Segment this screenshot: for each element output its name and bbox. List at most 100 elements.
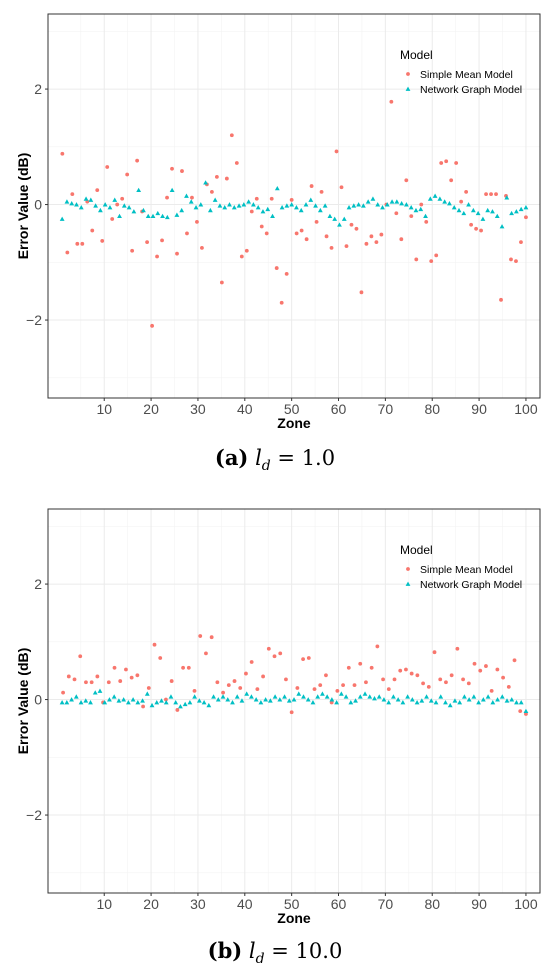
simple-mean-point [346,665,351,670]
network-graph-point [466,697,472,702]
caption-b-subscript: d [255,951,265,967]
simple-mean-point [514,259,518,264]
simple-mean-point [226,683,231,688]
caption-b-value: = 10.0 [264,939,343,963]
simple-mean-point [364,241,369,246]
network-graph-point [131,209,137,214]
simple-mean-point [364,680,368,685]
legend-swatch-simple-mean [406,567,410,571]
simple-mean-point [200,245,204,250]
network-graph-point [513,209,519,214]
network-graph-point [111,694,117,699]
network-graph-point [198,202,204,207]
x-tick-label: 70 [378,896,394,912]
simple-mean-point [512,658,517,663]
x-tick-label: 100 [514,896,538,912]
network-graph-point [499,694,505,699]
network-graph-point [291,697,297,702]
simple-mean-point [61,690,65,695]
network-graph-point [408,205,414,210]
network-graph-point [315,694,321,699]
network-graph-point [83,698,89,703]
network-graph-point [270,213,275,219]
simple-mean-point [455,646,460,651]
network-graph-point [351,203,357,208]
simple-mean-point [369,234,374,239]
network-graph-point [184,193,189,198]
simple-mean-point [229,133,234,138]
simple-mean-point [234,161,239,165]
network-graph-point [294,205,299,210]
simple-mean-point [145,240,149,244]
network-graph-point [332,216,338,221]
x-tick-label: 10 [96,896,112,912]
simple-mean-point [124,667,128,672]
simple-mean-point [165,195,169,200]
caption-a: (a) ld = 1.0 [0,445,550,474]
simple-mean-point [125,172,130,177]
simple-mean-point [232,679,237,683]
simple-mean-point [329,245,334,250]
y-tick-label: 2 [34,576,42,592]
network-graph-point [514,700,519,705]
simple-mean-point [439,161,444,165]
simple-mean-point [120,196,125,201]
simple-mean-point [414,257,419,262]
simple-mean-point [180,169,184,173]
network-graph-point [149,702,155,708]
simple-mean-point [438,677,443,682]
network-graph-point [277,697,283,702]
network-graph-point [360,203,366,208]
legend-label-simple-mean: Simple Mean Model [420,564,513,576]
simple-mean-point [214,174,219,179]
simple-mean-point [335,688,340,693]
x-tick-label: 30 [190,896,206,912]
network-graph-point [155,210,161,216]
simple-mean-point [426,684,431,689]
simple-mean-point [506,684,511,689]
scatter-plot-b: −2 0 2 10 20 30 40 50 60 70 80 90 100 Zone Error Value… [15,508,541,926]
network-graph-point [343,694,349,699]
network-graph-point [320,691,325,696]
network-graph-point [83,196,89,201]
network-graph-point [231,205,237,210]
network-graph-point [313,203,318,208]
network-graph-point [480,697,486,702]
simple-mean-point [195,219,199,224]
simple-mean-point [192,688,197,693]
network-graph-point [284,203,290,208]
network-graph-point [169,187,175,193]
y-tick-label: −2 [26,312,42,328]
simple-mean-point [152,642,157,647]
network-graph-point [168,694,174,699]
network-graph-point [78,700,84,705]
x-tick-label: 90 [471,896,487,912]
simple-mean-point [169,679,174,683]
simple-mean-point [284,271,289,276]
simple-mean-point [334,149,339,154]
network-graph-point [144,691,150,696]
simple-mean-point [65,250,70,255]
caption-b-letter: (b) [207,938,243,963]
network-graph-point [395,697,401,702]
network-graph-point [246,199,252,204]
network-graph-point [471,694,477,699]
simple-mean-point [404,667,408,672]
simple-mean-point [409,671,414,676]
simple-mean-point [105,165,110,169]
plot-panel [48,14,540,398]
simple-mean-point [146,686,151,690]
network-graph-point [145,213,151,219]
simple-mean-point [495,667,500,672]
simple-mean-point [269,196,274,201]
legend-label-network-graph: Network Graph Model [420,84,522,96]
network-graph-point [443,700,448,705]
simple-mean-point [499,297,503,302]
network-graph-point [97,688,103,693]
network-graph-point [386,700,392,705]
simple-mean-point [352,683,357,688]
network-graph-point [456,207,462,213]
simple-mean-point [60,151,65,156]
network-graph-point [241,202,247,207]
network-graph-point [509,697,515,702]
